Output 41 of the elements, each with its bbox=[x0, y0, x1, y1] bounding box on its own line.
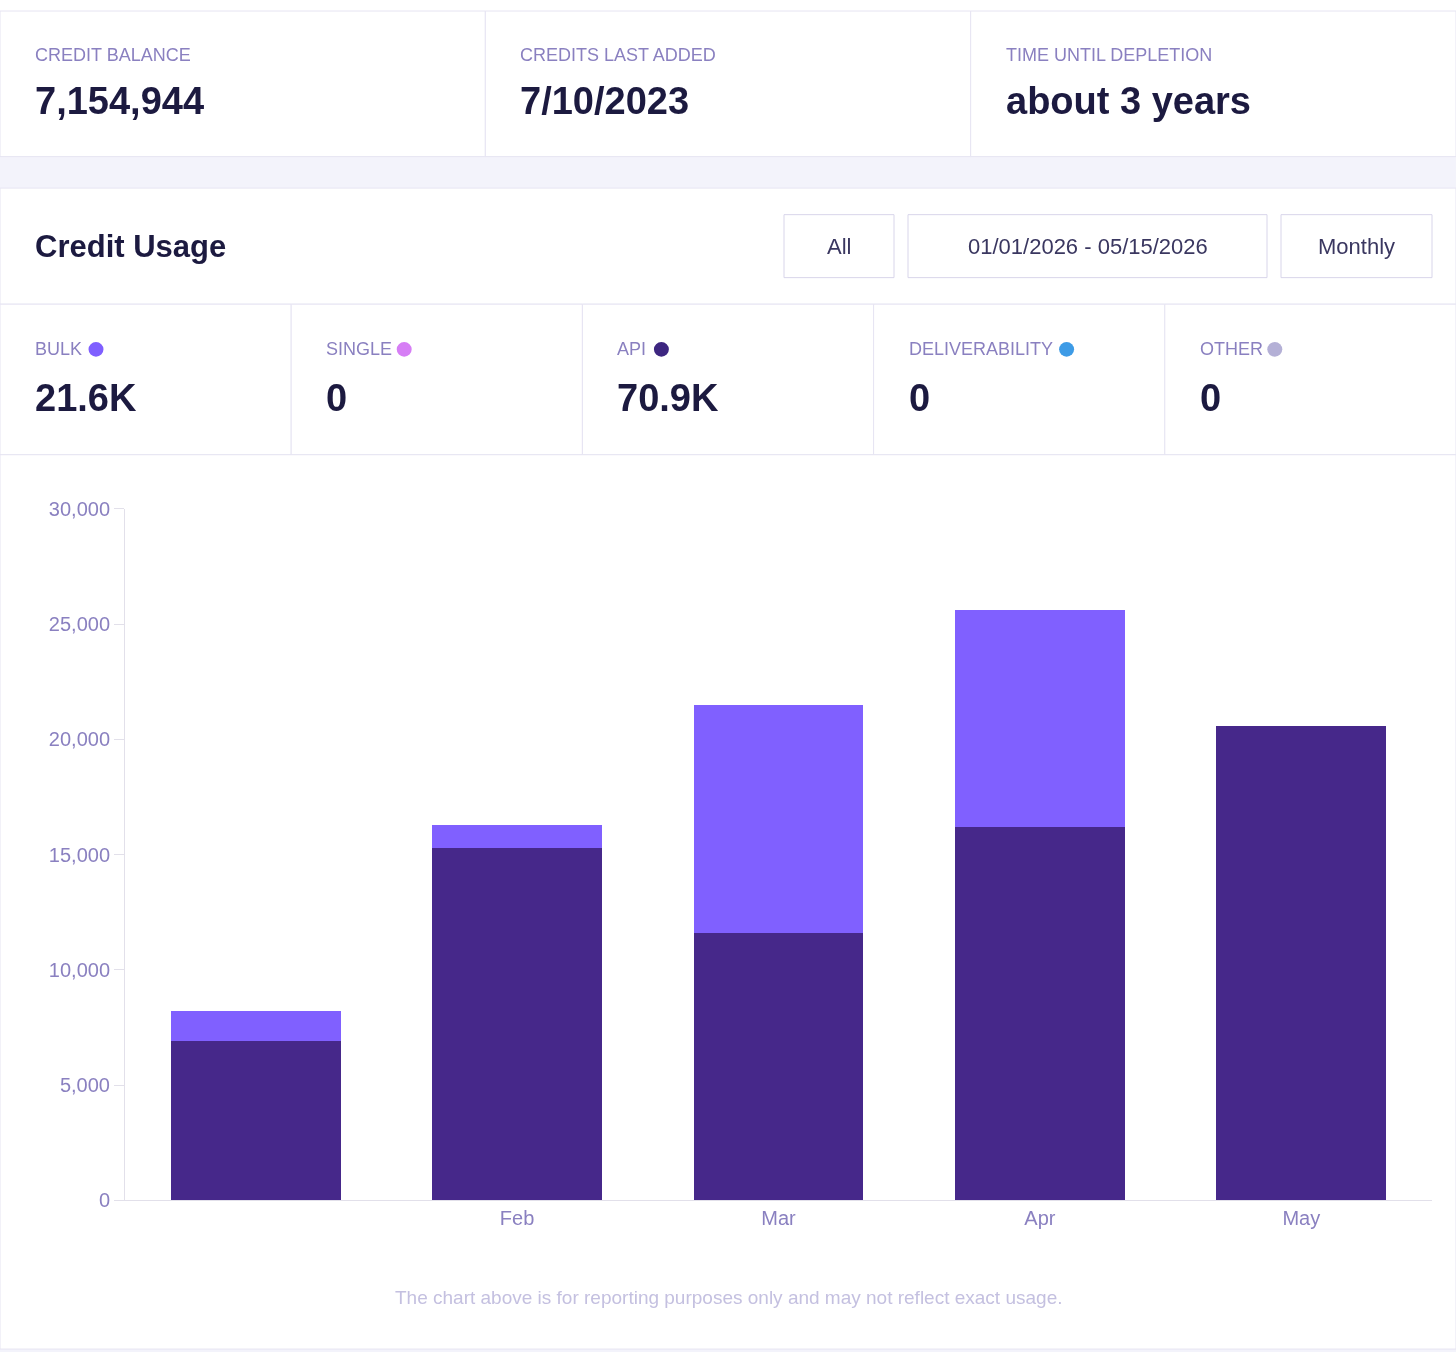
bar bbox=[954, 610, 1125, 827]
text: 7/10/2023 bbox=[520, 80, 690, 122]
bar bbox=[170, 1011, 341, 1042]
text: 0 bbox=[326, 377, 348, 419]
bar bbox=[693, 704, 864, 934]
y-tick-label: 20,000 bbox=[48, 728, 110, 751]
text: The chart above is for reporting purposes only and may not reflect exact usage. bbox=[395, 1287, 1063, 1308]
text: 01/01/2026 - 05/15/2026 bbox=[968, 234, 1208, 259]
bar bbox=[432, 847, 603, 1201]
category-label: BULK bbox=[35, 339, 83, 359]
bar bbox=[170, 1041, 341, 1201]
category-label: SINGLE bbox=[326, 339, 393, 359]
bar bbox=[432, 824, 603, 848]
text: 7,154,944 bbox=[35, 80, 205, 122]
x-tick-label: Feb bbox=[499, 1207, 535, 1230]
text: about 3 years bbox=[1006, 80, 1251, 122]
y-tick-label: 15,000 bbox=[48, 843, 110, 866]
text: 70.9K bbox=[617, 377, 719, 419]
category-label: DELIVERABILITY bbox=[909, 339, 1054, 359]
text: 0 bbox=[1200, 377, 1222, 419]
bar bbox=[1216, 725, 1387, 1201]
y-tick-label: 10,000 bbox=[48, 958, 110, 981]
x-tick-label: Mar bbox=[761, 1207, 797, 1230]
x-tick-label: Apr bbox=[1024, 1207, 1056, 1230]
category-label: CREDIT BALANCE bbox=[35, 45, 191, 65]
y-tick-label: 5,000 bbox=[59, 1074, 110, 1097]
text: Credit Usage bbox=[35, 229, 227, 264]
text: 21.6K bbox=[35, 377, 137, 419]
y-tick-label: 0 bbox=[98, 1189, 110, 1212]
category-label: TIME UNTIL DEPLETION bbox=[1006, 45, 1213, 65]
category-label: API bbox=[617, 339, 647, 359]
bar bbox=[693, 933, 864, 1201]
text: All bbox=[827, 234, 852, 259]
y-tick-label: 30,000 bbox=[48, 497, 110, 520]
bar bbox=[954, 826, 1125, 1201]
text: 0 bbox=[909, 377, 931, 419]
category-label: OTHER bbox=[1200, 339, 1263, 359]
category-label: CREDITS LAST ADDED bbox=[520, 45, 716, 65]
y-tick-label: 25,000 bbox=[48, 613, 110, 636]
x-tick-label: May bbox=[1282, 1207, 1321, 1230]
text: Monthly bbox=[1318, 234, 1396, 259]
